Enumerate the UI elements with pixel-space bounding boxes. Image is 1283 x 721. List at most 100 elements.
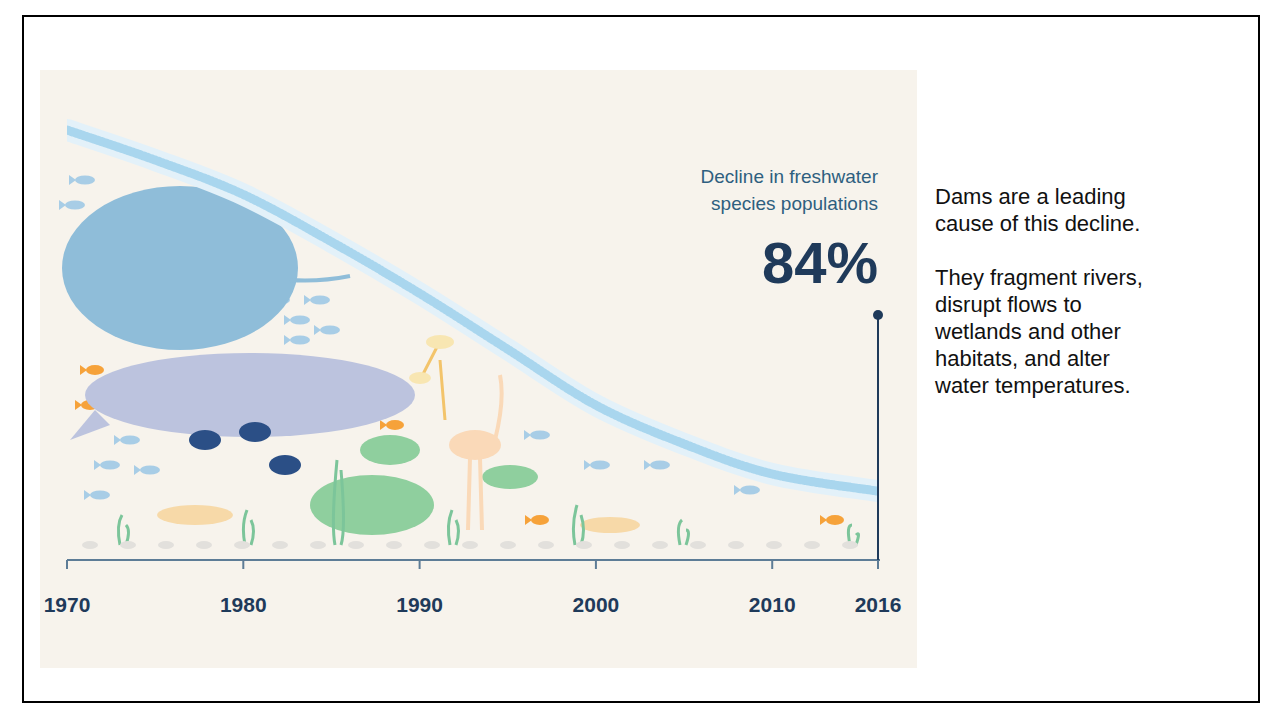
fish bbox=[290, 316, 310, 325]
x-tick bbox=[877, 560, 879, 569]
plant bbox=[243, 510, 253, 545]
notes: Dams are a leading cause of this decline… bbox=[935, 183, 1160, 426]
x-tick bbox=[419, 560, 421, 569]
fish-tail bbox=[314, 325, 321, 335]
pebble bbox=[424, 541, 440, 549]
fish bbox=[140, 466, 160, 475]
pebble bbox=[690, 541, 706, 549]
x-tick-label: 2016 bbox=[855, 593, 902, 616]
plant bbox=[118, 515, 128, 545]
plant bbox=[448, 510, 458, 545]
plant bbox=[333, 460, 343, 545]
x-tick bbox=[771, 560, 773, 569]
annotation-title-line: species populations bbox=[711, 193, 878, 214]
x-tick-label: 2010 bbox=[749, 593, 796, 616]
x-tick-label: 1990 bbox=[396, 593, 443, 616]
x-tick bbox=[595, 560, 597, 569]
fish-tail bbox=[380, 420, 387, 430]
fish-tail bbox=[84, 490, 91, 500]
lily-pad bbox=[310, 475, 434, 535]
panel-background bbox=[40, 70, 917, 668]
lily-flower bbox=[409, 372, 431, 384]
fish-tail bbox=[75, 400, 82, 410]
fish bbox=[239, 422, 271, 442]
note: They fragment rivers, disrupt flows to w… bbox=[935, 264, 1160, 399]
annotation-title: Decline in freshwater species populations bbox=[701, 166, 879, 214]
pebble bbox=[272, 541, 288, 549]
curve-glow bbox=[67, 130, 878, 491]
flamingo bbox=[449, 430, 501, 460]
fish bbox=[650, 461, 670, 470]
lily-pad bbox=[360, 435, 420, 465]
x-tick bbox=[242, 560, 244, 569]
fish bbox=[310, 296, 330, 305]
fish bbox=[189, 430, 221, 450]
x-tick-label: 1980 bbox=[220, 593, 267, 616]
fish bbox=[86, 365, 104, 375]
axolotl bbox=[580, 517, 640, 533]
fish bbox=[531, 515, 549, 525]
fish-tail bbox=[734, 485, 741, 495]
fish-tail bbox=[94, 460, 101, 470]
pebble bbox=[196, 541, 212, 549]
fish bbox=[826, 515, 844, 525]
fish bbox=[290, 336, 310, 345]
fish bbox=[386, 420, 404, 430]
fish bbox=[90, 491, 110, 500]
fish bbox=[65, 201, 85, 210]
annotation-title-line: Decline in freshwater bbox=[701, 166, 879, 187]
fish-tail bbox=[59, 200, 66, 210]
pebble bbox=[728, 541, 744, 549]
pebble bbox=[348, 541, 364, 549]
pebble bbox=[614, 541, 630, 549]
pebble bbox=[120, 541, 136, 549]
fish-tail bbox=[284, 315, 291, 325]
pebble bbox=[158, 541, 174, 549]
fish-tail bbox=[69, 175, 76, 185]
x-axis bbox=[67, 559, 880, 561]
x-tick bbox=[66, 560, 68, 569]
annotation-dot bbox=[873, 310, 883, 320]
x-tick-label: 2000 bbox=[573, 593, 620, 616]
fish-tail bbox=[584, 460, 591, 470]
pebble bbox=[576, 541, 592, 549]
lily-pad bbox=[482, 465, 538, 489]
fish-tail bbox=[114, 435, 121, 445]
flamingo-legs bbox=[468, 375, 502, 530]
stingray-tail bbox=[290, 276, 350, 281]
lily-flower bbox=[426, 335, 454, 349]
axolotl bbox=[157, 505, 233, 525]
pebble bbox=[538, 541, 554, 549]
pebble bbox=[234, 541, 250, 549]
pebble bbox=[766, 541, 782, 549]
fish-tail bbox=[284, 335, 291, 345]
fish-tail bbox=[524, 430, 531, 440]
fish bbox=[100, 461, 120, 470]
fish bbox=[75, 176, 95, 185]
fish-tail bbox=[820, 515, 827, 525]
pebble bbox=[500, 541, 516, 549]
annotation-pin bbox=[877, 315, 879, 560]
plant bbox=[678, 520, 688, 545]
decline-curve bbox=[67, 130, 878, 491]
pebble bbox=[842, 541, 858, 549]
plant bbox=[573, 505, 583, 545]
fish-tail bbox=[644, 460, 651, 470]
fish bbox=[590, 461, 610, 470]
fish-tail bbox=[134, 465, 141, 475]
pebble bbox=[804, 541, 820, 549]
fish bbox=[120, 436, 140, 445]
fish bbox=[530, 431, 550, 440]
pebble bbox=[310, 541, 326, 549]
note: Dams are a leading cause of this decline… bbox=[935, 183, 1160, 237]
fish bbox=[269, 455, 301, 475]
fish-tail bbox=[525, 515, 532, 525]
pebble bbox=[462, 541, 478, 549]
plot-area bbox=[67, 130, 878, 491]
annotation-value: 84% bbox=[762, 230, 878, 295]
pebble bbox=[652, 541, 668, 549]
x-tick-label: 1970 bbox=[44, 593, 91, 616]
illustration bbox=[59, 175, 859, 549]
dolphin-tail bbox=[70, 410, 110, 440]
fish-tail bbox=[304, 295, 311, 305]
